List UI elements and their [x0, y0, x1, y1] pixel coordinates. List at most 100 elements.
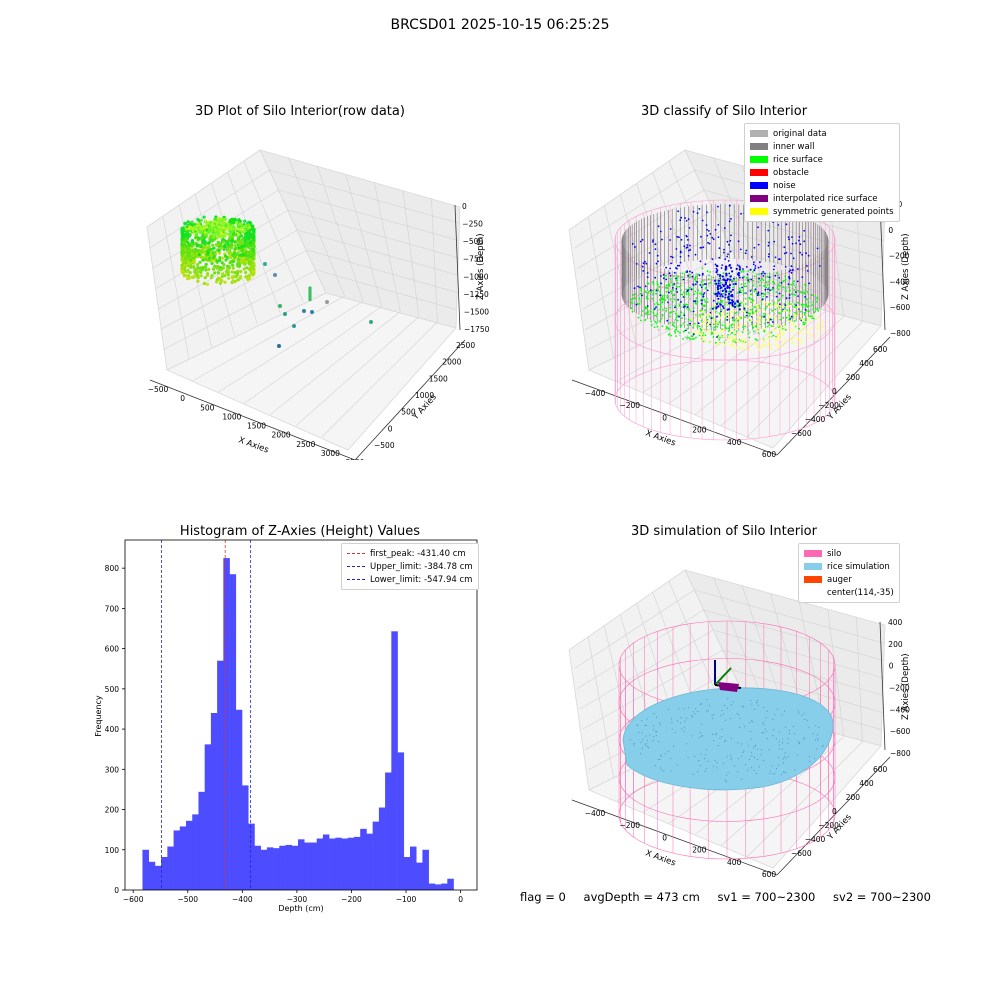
x-tick-label: 3000 [321, 449, 340, 458]
classified-point [721, 335, 724, 338]
noise-point [717, 305, 720, 308]
rice-mesh-point [778, 756, 780, 758]
classified-point [776, 285, 779, 288]
classified-point [766, 283, 769, 286]
raw-plot-title: 3D Plot of Silo Interior(row data) [195, 104, 405, 119]
classified-point [716, 321, 719, 324]
raw-point [211, 256, 215, 260]
noise-point [717, 279, 721, 282]
classified-point [767, 280, 770, 283]
classified-point [706, 234, 709, 237]
histogram-bar [353, 836, 361, 890]
classified-point [754, 265, 757, 267]
noise-point [733, 302, 736, 305]
x-tick-label: 600 [762, 870, 777, 879]
classified-point [799, 341, 802, 344]
classified-point [801, 276, 804, 278]
classified-point [743, 275, 746, 278]
classified-point [701, 332, 704, 335]
raw-point [180, 266, 184, 270]
classified-point [773, 301, 775, 304]
classified-point [701, 299, 703, 302]
classified-point [782, 280, 785, 283]
histogram-bar [360, 828, 367, 890]
classified-point [743, 312, 746, 315]
classified-point [758, 317, 761, 320]
noise-point [720, 293, 723, 296]
classified-point [693, 300, 695, 303]
classified-point [762, 295, 765, 298]
classified-point [791, 328, 793, 331]
classified-point [797, 268, 799, 270]
classified-point [777, 288, 780, 291]
classified-point [646, 297, 649, 300]
rice-mesh-point [726, 756, 728, 758]
rice-mesh-point [770, 770, 772, 772]
classified-point [686, 335, 689, 337]
histogram-bar [366, 833, 373, 890]
z-tick-label: 0 [889, 662, 894, 671]
classified-point [791, 269, 794, 271]
classified-point [787, 283, 790, 286]
rice-mesh-point [691, 715, 693, 717]
classified-point [688, 297, 691, 300]
rice-mesh-point [705, 754, 707, 756]
classified-point [660, 275, 662, 277]
classified-point [685, 338, 688, 341]
classified-point [661, 300, 664, 303]
classified-point [679, 219, 682, 222]
noise-point [734, 305, 737, 308]
classified-point [783, 341, 786, 344]
classified-point [783, 345, 785, 348]
raw-point [251, 245, 256, 249]
classified-point [693, 314, 696, 316]
classified-point [682, 338, 684, 340]
raw-point [184, 227, 188, 231]
noise-point [726, 286, 729, 289]
classified-point [710, 309, 713, 312]
classified-point [723, 227, 726, 229]
histogram-bar [192, 814, 199, 890]
rice-mesh-point [645, 735, 647, 737]
classified-point [766, 272, 769, 275]
classified-point [693, 322, 696, 325]
classified-point [718, 312, 721, 315]
raw-point [231, 263, 235, 267]
classified-point [773, 282, 775, 284]
z-tick-label: 200 [888, 640, 903, 649]
classified-point [752, 263, 755, 266]
classified-point [669, 299, 672, 302]
classified-point [792, 282, 794, 285]
classified-point [711, 279, 713, 282]
raw-point [191, 253, 196, 257]
rice-mesh-point [699, 703, 701, 705]
rice-mesh-point [719, 737, 721, 739]
noise-point [729, 266, 733, 269]
raw-point [218, 246, 223, 250]
classified-point [704, 317, 707, 319]
raw-point [236, 278, 240, 282]
classified-point [751, 342, 754, 345]
classified-point [699, 292, 701, 295]
raw-point [191, 220, 194, 224]
rice-mesh-point [817, 739, 819, 741]
raw-point [209, 233, 213, 236]
raw-point [180, 226, 184, 230]
classified-point [751, 319, 754, 322]
raw-point [190, 244, 194, 248]
classified-point [673, 319, 676, 322]
classified-point [736, 319, 739, 322]
classified-point [680, 216, 683, 219]
rice-mesh-point [695, 708, 697, 710]
classified-point [741, 286, 743, 289]
classified-point [787, 236, 790, 239]
classified-point [796, 280, 799, 283]
classified-point [783, 246, 786, 249]
classified-point [803, 327, 806, 330]
classified-point [713, 318, 716, 321]
classified-point [752, 308, 755, 310]
classified-point [751, 271, 754, 273]
classified-point [656, 313, 659, 315]
noise-point [717, 292, 721, 295]
